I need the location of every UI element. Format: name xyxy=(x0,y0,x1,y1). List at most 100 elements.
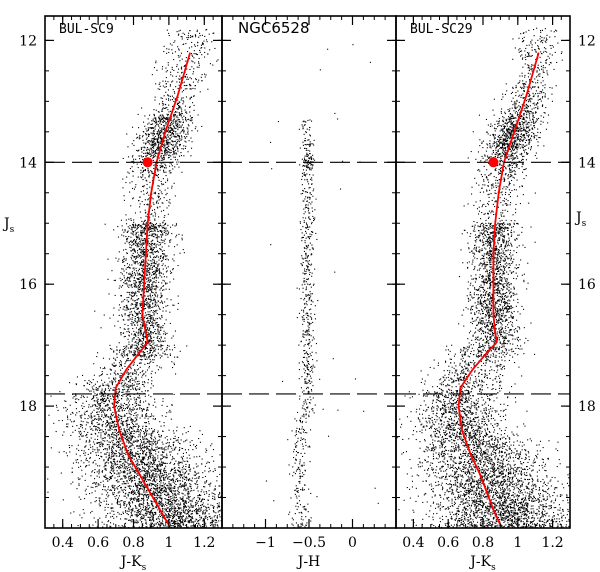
data-point xyxy=(137,501,139,503)
data-point xyxy=(174,449,176,451)
data-point xyxy=(143,442,145,444)
data-point xyxy=(155,305,157,307)
data-point xyxy=(113,465,115,467)
data-point xyxy=(233,519,234,520)
data-point xyxy=(173,364,175,366)
data-point xyxy=(155,285,157,287)
data-point xyxy=(169,172,171,174)
data-point xyxy=(147,140,149,142)
data-point xyxy=(141,415,143,417)
data-point xyxy=(117,402,119,404)
data-point xyxy=(166,499,168,501)
data-point xyxy=(141,351,143,353)
data-point xyxy=(98,414,100,416)
data-point xyxy=(234,525,235,526)
data-point xyxy=(145,453,147,455)
data-point xyxy=(118,390,120,392)
data-point xyxy=(180,512,182,514)
data-point xyxy=(137,414,139,416)
data-point xyxy=(132,198,134,200)
data-point xyxy=(127,493,129,495)
data-point xyxy=(239,501,240,502)
data-point xyxy=(50,447,52,449)
data-point xyxy=(167,126,169,128)
data-point xyxy=(199,524,201,526)
data-point xyxy=(167,516,169,518)
data-point xyxy=(104,437,106,439)
data-point xyxy=(135,306,137,308)
data-point xyxy=(110,369,112,371)
data-point xyxy=(157,145,159,147)
data-point xyxy=(145,429,147,431)
data-point xyxy=(181,500,183,502)
data-point xyxy=(133,239,135,241)
data-point xyxy=(92,450,94,452)
data-point xyxy=(149,454,151,456)
data-point xyxy=(144,436,146,438)
data-point xyxy=(122,259,124,261)
data-point xyxy=(131,227,133,229)
data-point xyxy=(157,488,159,490)
data-point xyxy=(161,230,163,232)
data-point xyxy=(181,68,183,70)
data-point xyxy=(109,426,111,428)
data-point xyxy=(170,99,172,101)
data-point xyxy=(167,147,169,149)
data-point xyxy=(159,224,161,226)
data-point xyxy=(157,502,159,504)
data-point xyxy=(173,522,175,524)
data-point xyxy=(179,485,181,487)
data-point xyxy=(142,523,144,525)
data-point xyxy=(156,175,158,177)
data-point xyxy=(122,187,124,189)
data-point xyxy=(94,438,96,440)
data-point xyxy=(127,472,129,474)
data-point xyxy=(123,437,125,439)
data-point xyxy=(198,36,200,38)
data-point xyxy=(158,179,160,181)
data-point xyxy=(152,460,154,462)
data-point xyxy=(140,429,142,431)
data-point xyxy=(102,368,104,370)
data-point xyxy=(150,336,152,338)
data-point xyxy=(113,437,115,439)
data-point xyxy=(99,505,101,507)
data-point xyxy=(97,426,99,428)
data-point xyxy=(163,170,165,172)
data-point xyxy=(162,116,164,118)
data-point xyxy=(143,488,145,490)
data-point xyxy=(128,343,130,345)
data-point xyxy=(142,467,144,469)
data-point xyxy=(126,299,128,301)
data-point xyxy=(131,303,133,305)
data-point xyxy=(158,263,160,265)
data-point xyxy=(97,418,99,420)
data-point xyxy=(132,267,134,269)
data-point xyxy=(130,481,132,483)
data-point xyxy=(150,449,152,451)
data-point xyxy=(160,501,162,503)
data-point xyxy=(205,74,207,76)
data-point xyxy=(112,487,114,489)
data-point xyxy=(91,510,93,512)
data-point xyxy=(201,125,203,127)
data-point xyxy=(103,484,105,486)
data-point xyxy=(158,146,160,148)
data-point xyxy=(153,139,155,141)
data-point xyxy=(140,329,142,331)
data-point xyxy=(179,107,181,109)
data-point xyxy=(151,525,153,527)
data-point xyxy=(101,424,103,426)
data-point xyxy=(136,285,138,287)
data-point xyxy=(131,430,133,432)
data-point xyxy=(163,220,165,222)
data-point xyxy=(140,330,142,332)
data-point xyxy=(176,126,178,128)
data-point xyxy=(123,328,125,330)
data-point xyxy=(229,512,230,513)
data-point xyxy=(133,272,135,274)
data-point xyxy=(126,354,128,356)
data-point xyxy=(125,461,127,463)
data-point xyxy=(78,484,80,486)
data-point xyxy=(167,81,169,83)
